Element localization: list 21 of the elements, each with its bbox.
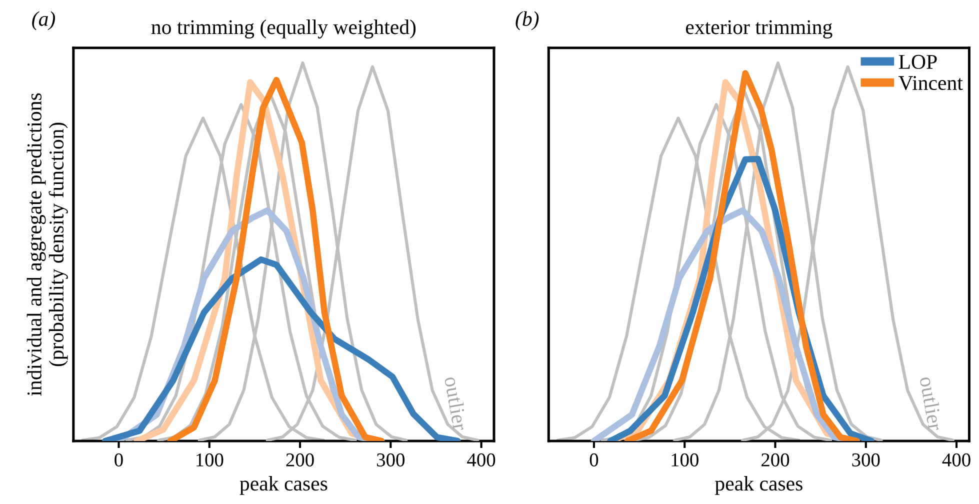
x-tick-label: 0 xyxy=(590,453,598,466)
x-tick-label: 0 xyxy=(114,453,123,466)
x-axis-title: peak cases xyxy=(240,476,328,495)
x-tick-label: 200 xyxy=(286,453,314,466)
x-tick-label: 400 xyxy=(942,453,970,466)
legend-label: Vincent xyxy=(898,76,963,90)
x-tick-label: 300 xyxy=(852,453,880,466)
annotation: outlier xyxy=(444,376,468,432)
text: (a) xyxy=(32,11,56,30)
x-tick-label: 100 xyxy=(672,453,698,466)
x-axis-title: peak cases xyxy=(715,476,802,495)
chart-title: exterior trimming xyxy=(686,20,832,38)
y-axis-title: individual and aggregate predictions (probability density function) xyxy=(26,93,68,396)
annotation: outlier xyxy=(920,376,944,432)
x-tick-label: 400 xyxy=(467,453,496,466)
x-tick-label: 300 xyxy=(377,453,404,466)
x-tick-label: 100 xyxy=(196,453,224,466)
legend-label: LOP xyxy=(898,54,937,69)
x-tick-label: 200 xyxy=(762,453,790,466)
text: (b) xyxy=(516,11,539,30)
chart-title: no trimming (equally weighted) xyxy=(151,20,416,38)
